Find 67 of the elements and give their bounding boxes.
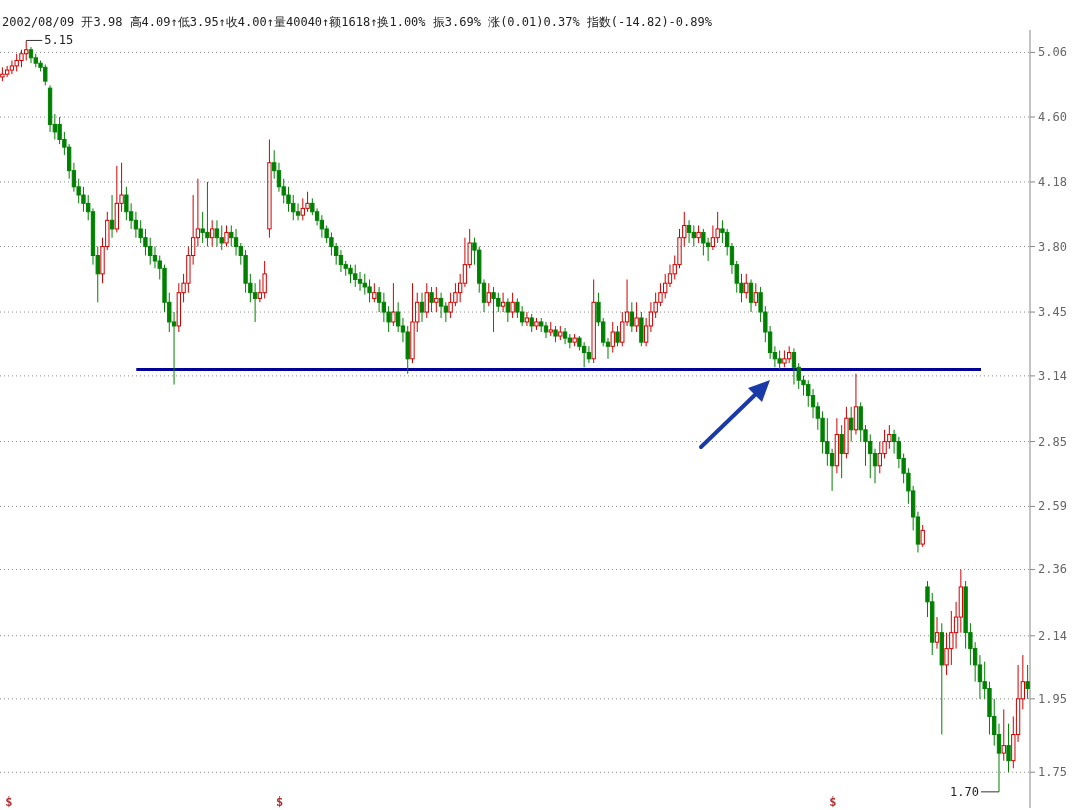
candlestick xyxy=(338,249,344,273)
candlestick xyxy=(229,224,234,248)
y-tick-label: 2.14 xyxy=(1038,628,1067,643)
y-tick-label: 4.60 xyxy=(1038,110,1067,125)
candlestick xyxy=(314,207,320,226)
candlestick xyxy=(500,292,506,313)
candlestick xyxy=(586,345,592,364)
candlestick xyxy=(581,341,587,368)
candlestick xyxy=(438,292,444,319)
annotation: $ xyxy=(829,795,837,809)
candlestick xyxy=(791,347,797,386)
y-tick-label: 1.75 xyxy=(1038,765,1067,780)
candlestick xyxy=(691,224,696,248)
candlestick xyxy=(934,616,940,650)
candlestick xyxy=(543,321,549,339)
chart-title: 2002/08/09 开3.98 高4.09↑低3.95↑收4.00↑量40040↑额1618↑换1.00% 振3.69% 涨(0.01)0.37% 指数(-14.82)-0.89% xyxy=(2,15,713,29)
candlestick xyxy=(233,228,239,257)
annotation: 1.70 xyxy=(950,784,979,799)
candlestick xyxy=(133,211,139,239)
candlestick xyxy=(591,278,596,364)
candlestick xyxy=(276,162,282,193)
candlestick xyxy=(434,286,439,313)
y-tick-label: 3.14 xyxy=(1038,368,1067,383)
candlestick xyxy=(1025,664,1030,700)
candlestick xyxy=(710,224,716,251)
candlestick xyxy=(109,194,115,239)
candlestick xyxy=(939,622,944,736)
y-tick-label: 5.06 xyxy=(1038,45,1067,60)
candlestick xyxy=(381,292,387,323)
candlestick xyxy=(839,424,844,479)
y-tick-label: 2.59 xyxy=(1038,499,1067,514)
y-tick-label: 2.36 xyxy=(1038,562,1067,577)
candlestick xyxy=(810,388,816,419)
candlestick xyxy=(701,228,706,257)
y-tick-label: 3.45 xyxy=(1038,305,1067,320)
y-tick-label: 4.18 xyxy=(1038,174,1067,189)
candlestick xyxy=(834,417,840,474)
candlestick xyxy=(696,224,701,244)
y-tick-label: 1.95 xyxy=(1038,691,1067,706)
candlestick xyxy=(748,278,754,313)
candlestick xyxy=(357,271,363,292)
annotation: $ xyxy=(276,795,284,809)
y-tick-label: 3.80 xyxy=(1038,239,1067,254)
candlestick xyxy=(715,211,720,244)
candlestick xyxy=(891,429,897,455)
candlestick xyxy=(252,282,258,323)
candlestick xyxy=(524,311,530,327)
candlestick xyxy=(376,286,382,313)
candlestick xyxy=(1006,723,1011,773)
candlestick xyxy=(443,301,449,323)
candlestick xyxy=(152,246,158,269)
candlestick xyxy=(562,327,568,345)
y-tick-label: 2.85 xyxy=(1038,434,1067,449)
candlestick xyxy=(28,46,34,64)
candlestick xyxy=(47,84,53,133)
candlestick xyxy=(610,321,615,354)
candlestick xyxy=(9,59,15,75)
candlestick xyxy=(419,292,425,323)
annotation: 5.15 xyxy=(44,33,74,48)
candlestick xyxy=(958,568,964,634)
candlestick xyxy=(319,214,325,239)
candlestick xyxy=(214,219,220,248)
candlestick xyxy=(295,202,301,221)
candlestick xyxy=(686,219,692,244)
candlestick xyxy=(853,373,859,435)
annotation: $ xyxy=(5,795,13,809)
candlestick xyxy=(505,297,511,323)
